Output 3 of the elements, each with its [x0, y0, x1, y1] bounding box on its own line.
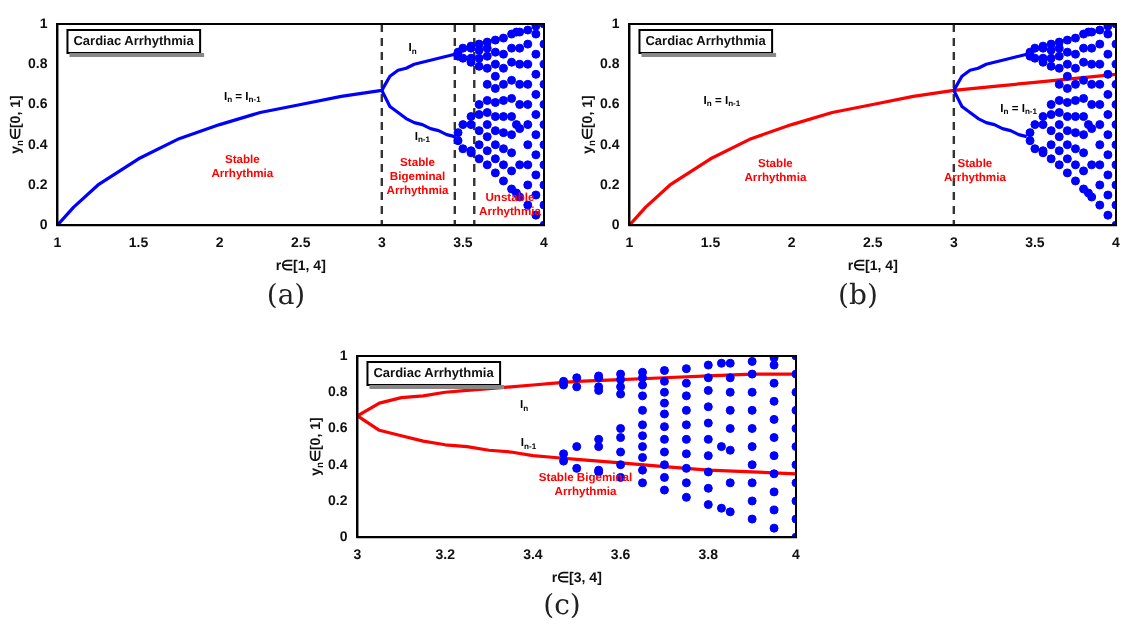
text: (c)	[541, 590, 583, 622]
text: (b)	[836, 280, 880, 312]
text: (a)	[264, 280, 308, 312]
